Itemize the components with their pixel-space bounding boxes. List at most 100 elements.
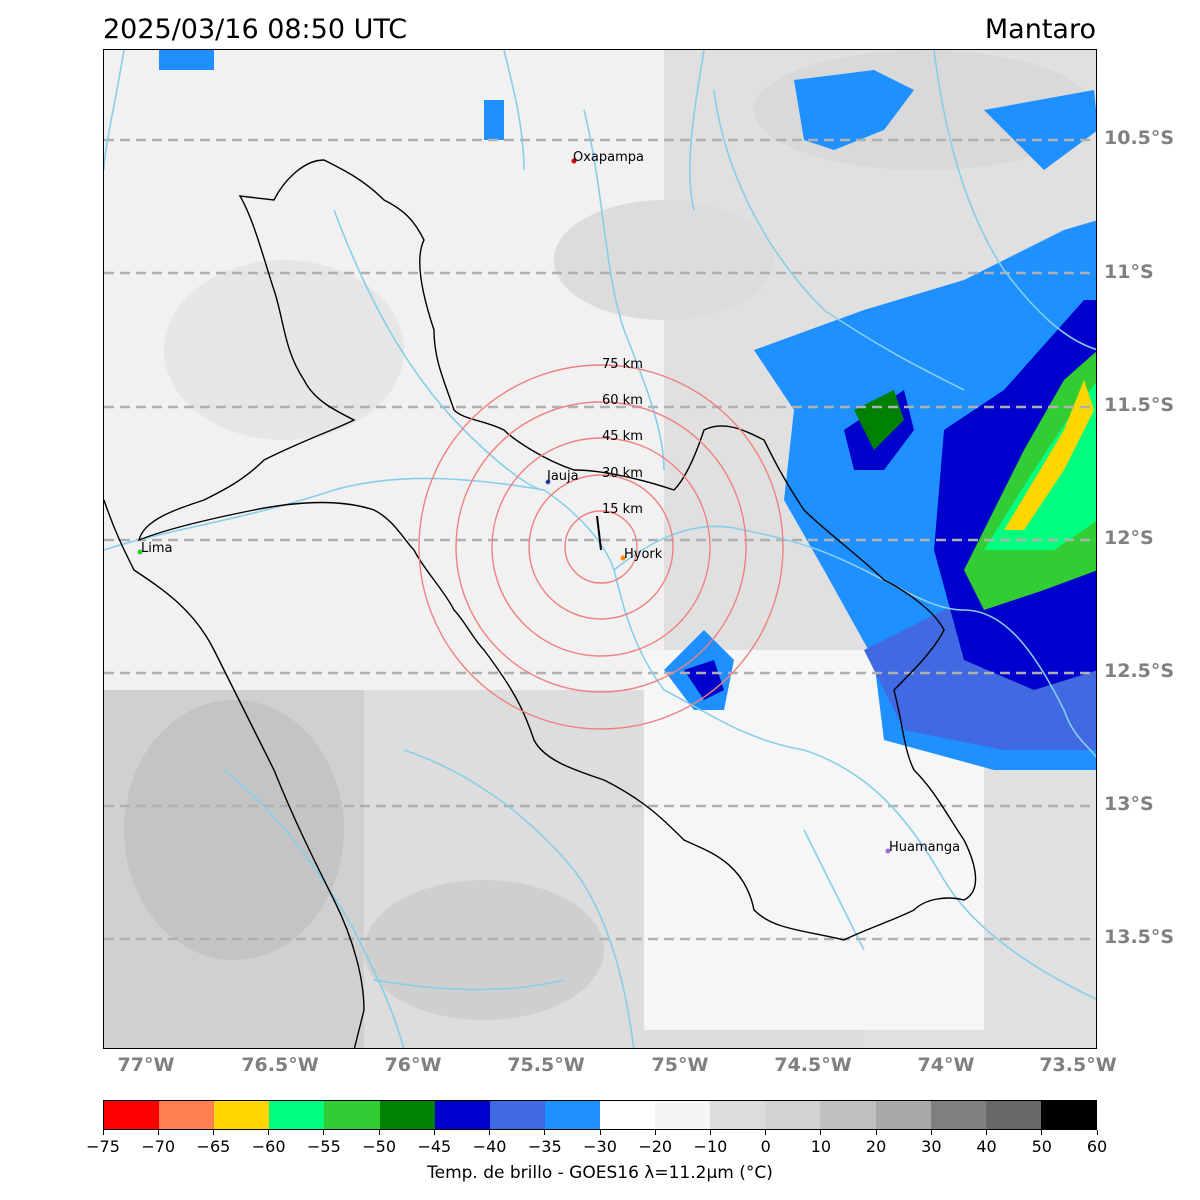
oxapampa-marker bbox=[571, 158, 577, 164]
colorbar-tick-mark-17 bbox=[1041, 1130, 1043, 1135]
colorbar-tick-label-5: −50 bbox=[362, 1137, 396, 1156]
oxapampa-label: Oxapampa bbox=[573, 150, 644, 165]
colorbar-tick-label-18: 60 bbox=[1086, 1137, 1108, 1156]
colorbar-tick-label-9: −30 bbox=[583, 1137, 617, 1156]
gray-patch-1 bbox=[164, 260, 404, 440]
colorbar-tick-mark-13 bbox=[820, 1130, 822, 1135]
colorbar-tick-label-8: −35 bbox=[527, 1137, 562, 1156]
colorbar-tick-label-11: −10 bbox=[693, 1137, 728, 1156]
colorbar-tick-label-1: −70 bbox=[141, 1137, 176, 1156]
colorbar-segment-3 bbox=[269, 1101, 325, 1129]
gray-patch-4 bbox=[364, 880, 604, 1020]
colorbar-segment-17 bbox=[1040, 1101, 1096, 1129]
lon-label-76-5w: 76.5°W bbox=[241, 1054, 319, 1076]
jauja-marker bbox=[545, 479, 551, 485]
lima-marker bbox=[137, 549, 143, 555]
cloud-green-west bbox=[854, 390, 904, 450]
colorbar-segment-1 bbox=[159, 1101, 215, 1129]
huamanga-label: Huamanga bbox=[889, 840, 960, 855]
colorbar-segment-0 bbox=[104, 1101, 160, 1129]
lon-label-73-5w: 73.5°W bbox=[1039, 1054, 1117, 1076]
colorbar-tick-label-4: −55 bbox=[306, 1137, 341, 1156]
cloud-north-east bbox=[794, 70, 914, 150]
colorbar-segment-16 bbox=[985, 1101, 1041, 1129]
colorbar-tick-label-3: −60 bbox=[251, 1137, 286, 1156]
colorbar-segment-7 bbox=[489, 1101, 545, 1129]
colorbar-tick-mark-7 bbox=[489, 1130, 491, 1135]
cloud-gold-core bbox=[1004, 380, 1094, 530]
colorbar-segment-6 bbox=[434, 1101, 490, 1129]
lon-label-77w: 77°W bbox=[117, 1054, 175, 1076]
lon-label-75w: 75°W bbox=[651, 1054, 709, 1076]
colorbar-tick-mark-4 bbox=[323, 1130, 325, 1135]
lon-label-74w: 74°W bbox=[917, 1054, 975, 1076]
colorbar-tick-mark-9 bbox=[599, 1130, 601, 1135]
lat-gridlines bbox=[104, 138, 1096, 941]
colorbar-tick-label-10: −20 bbox=[638, 1137, 673, 1156]
colorbar-segment-11 bbox=[710, 1101, 766, 1129]
lat-label-11s: 11°S bbox=[1104, 261, 1154, 283]
colorbar-tick-label-13: 10 bbox=[810, 1137, 832, 1156]
range-rings bbox=[418, 364, 784, 730]
colorbar-tick-mark-11 bbox=[709, 1130, 711, 1135]
lat-label-11-5s: 11.5°S bbox=[1104, 394, 1175, 416]
satellite-map: 15 km 30 km 45 km 60 km 75 km Oxapampa J… bbox=[103, 49, 1097, 1049]
ring-label-15km: 15 km bbox=[602, 502, 643, 517]
colorbar-tick-label-12: 0 bbox=[760, 1137, 771, 1156]
lat-label-10-5s: 10.5°S bbox=[1104, 127, 1175, 149]
colorbar-tick-mark-8 bbox=[544, 1130, 546, 1135]
colorbar-segment-8 bbox=[544, 1101, 600, 1129]
gray-patch-3 bbox=[124, 700, 344, 960]
lat-label-13s: 13°S bbox=[1104, 793, 1154, 815]
colorbar-segment-4 bbox=[324, 1101, 380, 1129]
colorbar-segment-5 bbox=[379, 1101, 435, 1129]
colorbar-segment-12 bbox=[765, 1101, 821, 1129]
colorbar-tick-mark-14 bbox=[875, 1130, 877, 1135]
colorbar-tick-label-0: −75 bbox=[86, 1137, 120, 1156]
colorbar-segment-15 bbox=[930, 1101, 986, 1129]
ring-label-60km: 60 km bbox=[602, 393, 643, 408]
lat-label-12s: 12°S bbox=[1104, 527, 1154, 549]
colorbar-tick-label-15: 30 bbox=[921, 1137, 942, 1156]
coastline bbox=[104, 499, 365, 1048]
colorbar-segment-10 bbox=[655, 1101, 711, 1129]
ring-label-30km: 30 km bbox=[602, 466, 643, 481]
colorbar-tick-mark-5 bbox=[378, 1130, 380, 1135]
lon-label-75-5w: 75.5°W bbox=[507, 1054, 585, 1076]
colorbar-segment-13 bbox=[820, 1101, 876, 1129]
radar-beam-line bbox=[596, 515, 602, 551]
lat-label-12-5s: 12.5°S bbox=[1104, 660, 1175, 682]
colorbar-tick-mark-3 bbox=[268, 1130, 270, 1135]
lon-label-76w: 76°W bbox=[384, 1054, 442, 1076]
colorbar-segment-2 bbox=[214, 1101, 270, 1129]
ring-label-75km: 75 km bbox=[602, 357, 643, 372]
colorbar-tick-mark-16 bbox=[986, 1130, 988, 1135]
lon-label-74-5w: 74.5°W bbox=[774, 1054, 852, 1076]
colorbar-tick-mark-18 bbox=[1096, 1130, 1098, 1135]
colorbar-tick-mark-1 bbox=[157, 1130, 159, 1135]
colorbar-tick-label-7: −40 bbox=[472, 1137, 507, 1156]
colorbar-tick-mark-15 bbox=[930, 1130, 932, 1135]
cloud-tiny-north bbox=[484, 100, 504, 140]
colorbar bbox=[103, 1100, 1097, 1130]
colorbar-tick-label-6: −45 bbox=[417, 1137, 452, 1156]
colorbar-segment-9 bbox=[599, 1101, 656, 1129]
cloud-tiny-northwest bbox=[159, 50, 214, 70]
cloud-north-east-2 bbox=[984, 90, 1096, 170]
lima-label: Lima bbox=[141, 541, 172, 556]
colorbar-tick-mark-2 bbox=[212, 1130, 214, 1135]
colorbar-tick-label-14: 20 bbox=[865, 1137, 887, 1156]
colorbar-tick-label-17: 50 bbox=[1031, 1137, 1052, 1156]
datetime-title: 2025/03/16 08:50 UTC bbox=[103, 14, 408, 45]
hyork-marker bbox=[620, 555, 626, 561]
colorbar-tick-mark-10 bbox=[654, 1130, 656, 1135]
map-svg: 15 km 30 km 45 km 60 km 75 km Oxapampa J… bbox=[104, 50, 1096, 1048]
huamanga-marker bbox=[885, 848, 891, 854]
region-title: Mantaro bbox=[984, 14, 1096, 45]
colorbar-tick-label-2: −65 bbox=[196, 1137, 231, 1156]
colorbar-tick-mark-0 bbox=[102, 1130, 104, 1135]
jauja-label: Jauja bbox=[546, 469, 579, 484]
gray-patch-2 bbox=[554, 200, 774, 320]
colorbar-tick-mark-6 bbox=[433, 1130, 435, 1135]
lat-label-13-5s: 13.5°S bbox=[1104, 926, 1175, 948]
